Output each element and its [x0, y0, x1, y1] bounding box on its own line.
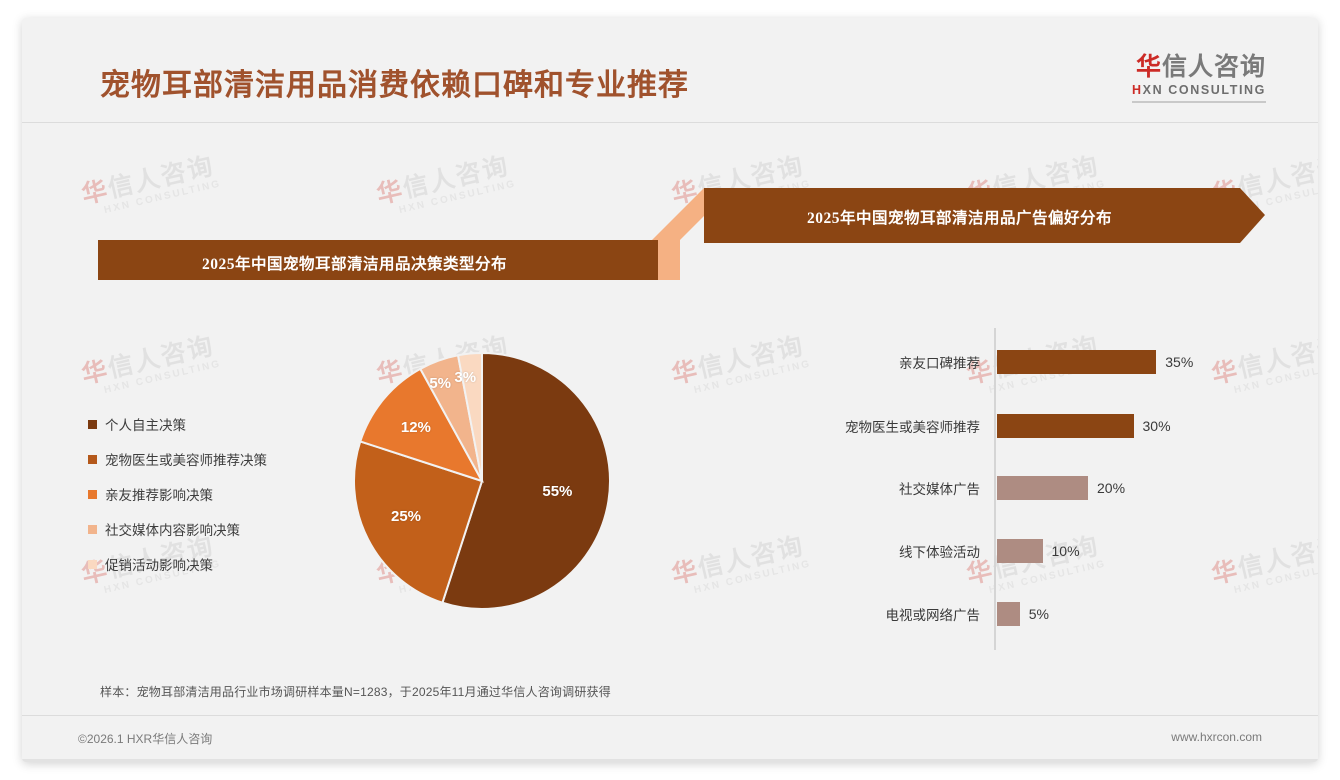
bar-category-label: 亲友口碑推荐: [899, 356, 980, 371]
pie-legend: 个人自主决策宠物医生或美容师推荐决策 亲友推荐影响决策社交媒体内容影响决策 促销活动…: [88, 414, 267, 589]
bar-value-label: 35%: [1165, 354, 1194, 370]
bar-rect[interactable]: [997, 476, 1088, 500]
logo-chinese-text: 华信人咨询: [1132, 54, 1266, 80]
logo-underline: [1132, 101, 1266, 104]
section-banners: 2025年中国宠物耳部清洁用品决策类型分布 2025年中国宠物耳部清洁用品广告偏…: [22, 18, 1318, 762]
legend-item-label: 亲友推荐影响决策: [105, 488, 213, 503]
left-banner-shape: [98, 240, 658, 280]
slide-footer: ©2026.1 HXR华信人咨询 www.hxrcon.com: [22, 716, 1318, 762]
legend-item[interactable]: 亲友推荐影响决策: [88, 484, 267, 504]
bar-value-label: 20%: [1097, 480, 1126, 496]
bar-rect[interactable]: [997, 602, 1020, 626]
legend-item-label: 个人自主决策: [105, 418, 186, 433]
legend-swatch-icon: [88, 559, 97, 569]
legend-swatch-icon: [88, 419, 97, 429]
legend-item-label: 社交媒体内容影响决策: [105, 523, 240, 538]
footer-website: www.hxrcon.com: [1171, 730, 1262, 744]
bar-chart: 亲友口碑推荐 35% 宠物医生或美容师推荐 30% 社交媒体广告 20% 线下体验活动 10%…: [22, 18, 1318, 762]
left-banner-title: 2025年中国宠物耳部清洁用品决策类型分布: [202, 256, 508, 273]
legend-item-label: 促销活动影响决策: [105, 558, 213, 573]
banner-shapes: [98, 188, 1265, 280]
page-title: 宠物耳部清洁用品消费依赖口碑和专业推荐: [100, 69, 689, 102]
footer-bottom-bar: [22, 759, 1318, 762]
bar-value-label: 5%: [1028, 606, 1049, 622]
bar-value-label: 30%: [1142, 418, 1171, 434]
sample-footnote: 样本：宠物耳部清洁用品行业市场调研样本量N=1283，于2025年11月通过华信…: [100, 685, 611, 699]
pie-slice-label: 12%: [400, 418, 431, 436]
bar-category-label: 线下体验活动: [899, 545, 980, 560]
legend-item[interactable]: 促销活动影响决策: [88, 554, 267, 574]
pie-chart-svg: [353, 351, 611, 610]
footer-divider: [22, 715, 1318, 716]
logo-hua-char: 华: [1135, 53, 1162, 81]
right-banner-shape: [704, 188, 1265, 243]
legend-item[interactable]: 社交媒体内容影响决策: [88, 519, 267, 539]
legend-swatch-icon: [88, 489, 97, 499]
footer-copyright: ©2026.1 HXR华信人咨询: [78, 732, 213, 746]
logo-english-text: HXN CONSULTING: [1132, 83, 1266, 97]
bar-category-label: 社交媒体广告: [899, 482, 980, 497]
pie-slice-label: 3%: [454, 369, 477, 387]
pie-slice[interactable]: [441, 351, 611, 610]
right-banner-title: 2025年中国宠物耳部清洁用品广告偏好分布: [807, 210, 1113, 227]
pie-chart: 55% 25% 12% 5% 3%: [347, 336, 617, 631]
logo-en-rest: XN CONSULTING: [1142, 83, 1266, 98]
pie-slice-label: 25%: [391, 508, 422, 526]
legend-swatch-icon: [88, 454, 97, 464]
bar-category-label: 宠物医生或美容师推荐: [845, 420, 980, 435]
company-logo: 华信人咨询 HXN CONSULTING: [1132, 54, 1266, 104]
banner-connector-shape: [652, 188, 732, 280]
bar-rect[interactable]: [997, 350, 1157, 374]
logo-cn-rest: 信人咨询: [1161, 53, 1266, 81]
slide-canvas: 华信人咨询 HXN CONSULTING 华信人咨询 HXN CONSULTING 华信…: [22, 18, 1318, 762]
pie-slice-label: 55%: [542, 483, 573, 501]
logo-en-accent: H: [1132, 83, 1143, 98]
bar-chart-axis-line: [994, 328, 996, 650]
bar-rect[interactable]: [997, 539, 1043, 563]
bar-value-label: 10%: [1051, 543, 1080, 559]
legend-item[interactable]: 宠物医生或美容师推荐决策: [88, 449, 267, 469]
pie-slice[interactable]: [353, 440, 484, 604]
pie-slice-label: 5%: [429, 374, 451, 392]
pie-slice[interactable]: [456, 351, 483, 482]
bar-rect[interactable]: [997, 414, 1134, 438]
legend-item[interactable]: 个人自主决策: [88, 414, 267, 434]
legend-swatch-icon: [88, 524, 97, 534]
slide-header: 宠物耳部清洁用品消费依赖口碑和专业推荐 华信人咨询 HXN CONSULTING: [22, 18, 1318, 123]
bar-category-label: 电视或网络广告: [885, 608, 981, 623]
pie-slice[interactable]: [359, 367, 485, 483]
legend-item-label: 宠物医生或美容师推荐决策: [105, 453, 267, 468]
